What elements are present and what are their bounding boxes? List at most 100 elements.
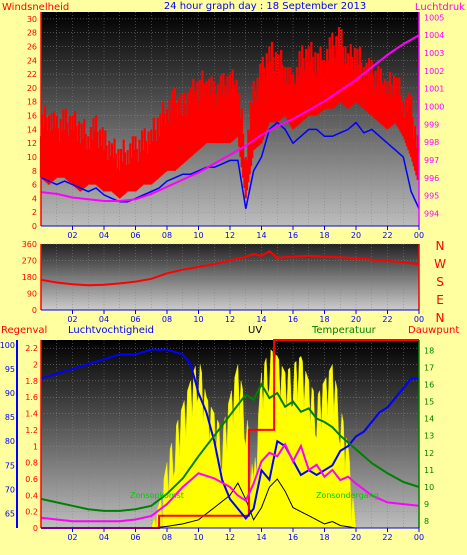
p1-y2label-994: 994 [424, 210, 439, 219]
humidity-line [40, 348, 419, 520]
compass-label-4: N [436, 311, 445, 325]
p3-hum-label-95: 95 [5, 365, 15, 374]
p1-xlabel-00: 00 [414, 231, 424, 240]
p3-rain-label-1.2: 1.2 [25, 426, 38, 435]
p1-xlabel-06: 06 [130, 231, 140, 240]
compass-label-2: S [436, 275, 444, 289]
p2-ylabel-180: 180 [22, 273, 37, 282]
p3-top-label-4: Dauwpunt [408, 325, 459, 336]
p1-xlabel-14: 14 [256, 231, 266, 240]
p1-ylabel-26: 26 [27, 43, 37, 52]
p2-xlabel-02: 02 [67, 315, 77, 324]
wind-direction-line [40, 250, 420, 287]
compass-label-0: N [436, 239, 445, 253]
p1-y2label-1005: 1005 [424, 13, 444, 22]
p3-top-label-0: Regenval [1, 325, 47, 336]
p2-xlabel-00: 00 [414, 315, 424, 324]
right-axis-label: Luchtdruk [415, 2, 465, 13]
p1-ylabel-8: 8 [32, 167, 37, 176]
p3-hum-label-90: 90 [5, 389, 15, 398]
p1-xlabel-04: 04 [99, 231, 109, 240]
p3-rain-label-1.8: 1.8 [25, 377, 38, 386]
p1-xlabel-08: 08 [162, 231, 172, 240]
p1-y2label-997: 997 [424, 156, 439, 165]
p1-y2label-998: 998 [424, 138, 439, 147]
p3-rain-label-2.2: 2.2 [25, 344, 38, 353]
p3-hum-label-65: 65 [5, 510, 15, 519]
p1-xlabel-16: 16 [288, 231, 298, 240]
p2-xlabel-16: 16 [288, 315, 298, 324]
p1-ylabel-10: 10 [27, 153, 37, 162]
p2-ylabel-90: 90 [27, 290, 37, 299]
p3-xlabel-20: 20 [351, 533, 361, 542]
p3-hum-label-80: 80 [5, 437, 15, 446]
p3-temp-label-8: 8 [424, 517, 429, 526]
p1-ylabel-14: 14 [27, 125, 37, 134]
p1-y2label-999: 999 [424, 120, 439, 129]
p2-ylabel-270: 270 [22, 257, 37, 266]
avg-wind-line [40, 121, 420, 210]
p3-hum-label-85: 85 [5, 413, 15, 422]
compass-label-1: W [434, 257, 446, 271]
p3-xlabel-12: 12 [225, 533, 235, 542]
p1-y2label-1001: 1001 [424, 85, 444, 94]
p1-xlabel-02: 02 [67, 231, 77, 240]
p3-xlabel-06: 06 [130, 533, 140, 542]
compass-label-3: E [436, 293, 444, 307]
p1-ylabel-22: 22 [27, 70, 37, 79]
p3-temp-label-14: 14 [424, 415, 434, 424]
p3-temp-label-12: 12 [424, 449, 434, 458]
p3-temp-label-11: 11 [424, 466, 434, 475]
title: 24 hour graph day : 18 September 2013 [164, 1, 366, 12]
sunset-label: Zonsondergang [316, 491, 379, 500]
p1-y2label-1000: 1000 [424, 103, 444, 112]
p2-xlabel-06: 06 [130, 315, 140, 324]
p1-ylabel-2: 2 [32, 208, 37, 217]
p3-temp-label-10: 10 [424, 483, 434, 492]
p1-y2label-1002: 1002 [424, 67, 444, 76]
p3-hum-label-75: 75 [5, 461, 15, 470]
p3-rain-label-1.4: 1.4 [25, 410, 38, 419]
p3-xlabel-00: 00 [414, 533, 424, 542]
p1-xlabel-10: 10 [193, 231, 203, 240]
p3-rain-label-0.8: 0.8 [25, 459, 38, 468]
p2-ylabel-0: 0 [32, 306, 37, 315]
left-axis-label: Windsnelheid [2, 2, 69, 13]
p3-xlabel-10: 10 [193, 533, 203, 542]
uv-area [150, 349, 357, 529]
p2-xlabel-20: 20 [351, 315, 361, 324]
p1-y2label-1004: 1004 [424, 31, 444, 40]
p3-xlabel-18: 18 [319, 533, 329, 542]
p1-ylabel-16: 16 [27, 112, 37, 121]
p3-hum-label-100: 100 [0, 341, 15, 350]
p1-y2label-996: 996 [424, 174, 439, 183]
p1-xlabel-20: 20 [351, 231, 361, 240]
p1-y2label-995: 995 [424, 192, 439, 201]
p3-temp-label-15: 15 [424, 398, 434, 407]
p2-xlabel-14: 14 [256, 315, 266, 324]
p3-rain-label-0.6: 0.6 [25, 475, 38, 484]
p2-xlabel-12: 12 [225, 315, 235, 324]
p3-temp-label-13: 13 [424, 432, 434, 441]
p3-top-label-1: Luchtvochtigheid [68, 325, 154, 336]
p3-xlabel-16: 16 [288, 533, 298, 542]
p3-rain-label-0.2: 0.2 [25, 508, 38, 517]
p3-temp-label-9: 9 [424, 500, 429, 509]
p3-rain-label-1: 1 [33, 442, 38, 451]
p1-ylabel-30: 30 [27, 15, 37, 24]
p3-rain-label-0: 0 [33, 524, 38, 533]
p3-xlabel-04: 04 [99, 533, 109, 542]
p3-xlabel-14: 14 [256, 533, 266, 542]
p1-ylabel-20: 20 [27, 84, 37, 93]
p3-xlabel-08: 08 [162, 533, 172, 542]
p3-rain-label-0.4: 0.4 [25, 491, 38, 500]
sunrise-label: Zonsopkomst [130, 491, 184, 500]
p3-temp-label-18: 18 [424, 346, 434, 355]
p3-top-label-3: Temperatuur [311, 325, 377, 336]
p3-temp-label-17: 17 [424, 363, 434, 372]
p3-top-label-2: UV [248, 325, 262, 336]
p1-ylabel-12: 12 [27, 139, 37, 148]
p1-y2label-1003: 1003 [424, 49, 444, 58]
p2-ylabel-360: 360 [22, 240, 37, 249]
